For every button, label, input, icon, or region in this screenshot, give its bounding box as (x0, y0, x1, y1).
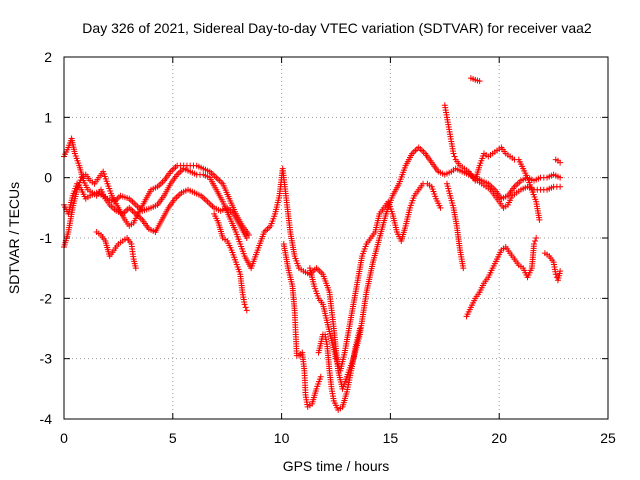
data-point (532, 238, 539, 245)
y-tick-label: 0 (44, 170, 52, 186)
data-point (450, 150, 457, 157)
x-axis-label: GPS time / hours (283, 458, 390, 474)
grid-lines (64, 57, 608, 419)
data-point (557, 268, 564, 275)
y-tick-label: 2 (44, 49, 52, 65)
x-tick-label: 25 (600, 430, 616, 446)
data-point (243, 235, 250, 241)
y-tick-label: -4 (40, 411, 53, 427)
y-tick-label: -3 (40, 351, 53, 367)
y-axis-label: SDTVAR / TECUs (6, 182, 22, 294)
x-tick-label: 10 (274, 430, 290, 446)
x-tick-label: 5 (169, 430, 177, 446)
data-point (356, 325, 363, 332)
data-point (317, 373, 324, 380)
data-point (241, 301, 248, 308)
data-point (132, 265, 139, 272)
chart-title: Day 326 of 2021, Sidereal Day-to-day VTE… (82, 20, 592, 36)
data-point (531, 241, 538, 248)
data-point (245, 231, 252, 238)
data-point (552, 271, 559, 278)
x-tick-label: 0 (60, 430, 68, 446)
data-point (451, 153, 458, 160)
y-tick-label: -1 (40, 230, 53, 246)
data-point (533, 235, 540, 241)
data-point (437, 204, 444, 211)
data-point (460, 265, 467, 272)
data-points (61, 75, 564, 413)
data-point (243, 307, 250, 314)
data-point (557, 183, 564, 190)
data-point (242, 304, 249, 311)
x-tick-label: 20 (491, 430, 507, 446)
plot-frame (63, 56, 609, 420)
x-tick-label: 15 (383, 430, 399, 446)
y-tick-label: 1 (44, 109, 52, 125)
data-point (476, 78, 483, 85)
y-tick-label: -2 (40, 290, 53, 306)
data-point (536, 216, 543, 223)
data-point (557, 174, 564, 181)
tick-labels: 0 5 10 15 20 25 -4 -3 -2 -1 0 1 2 (40, 49, 616, 446)
data-point (557, 159, 564, 166)
